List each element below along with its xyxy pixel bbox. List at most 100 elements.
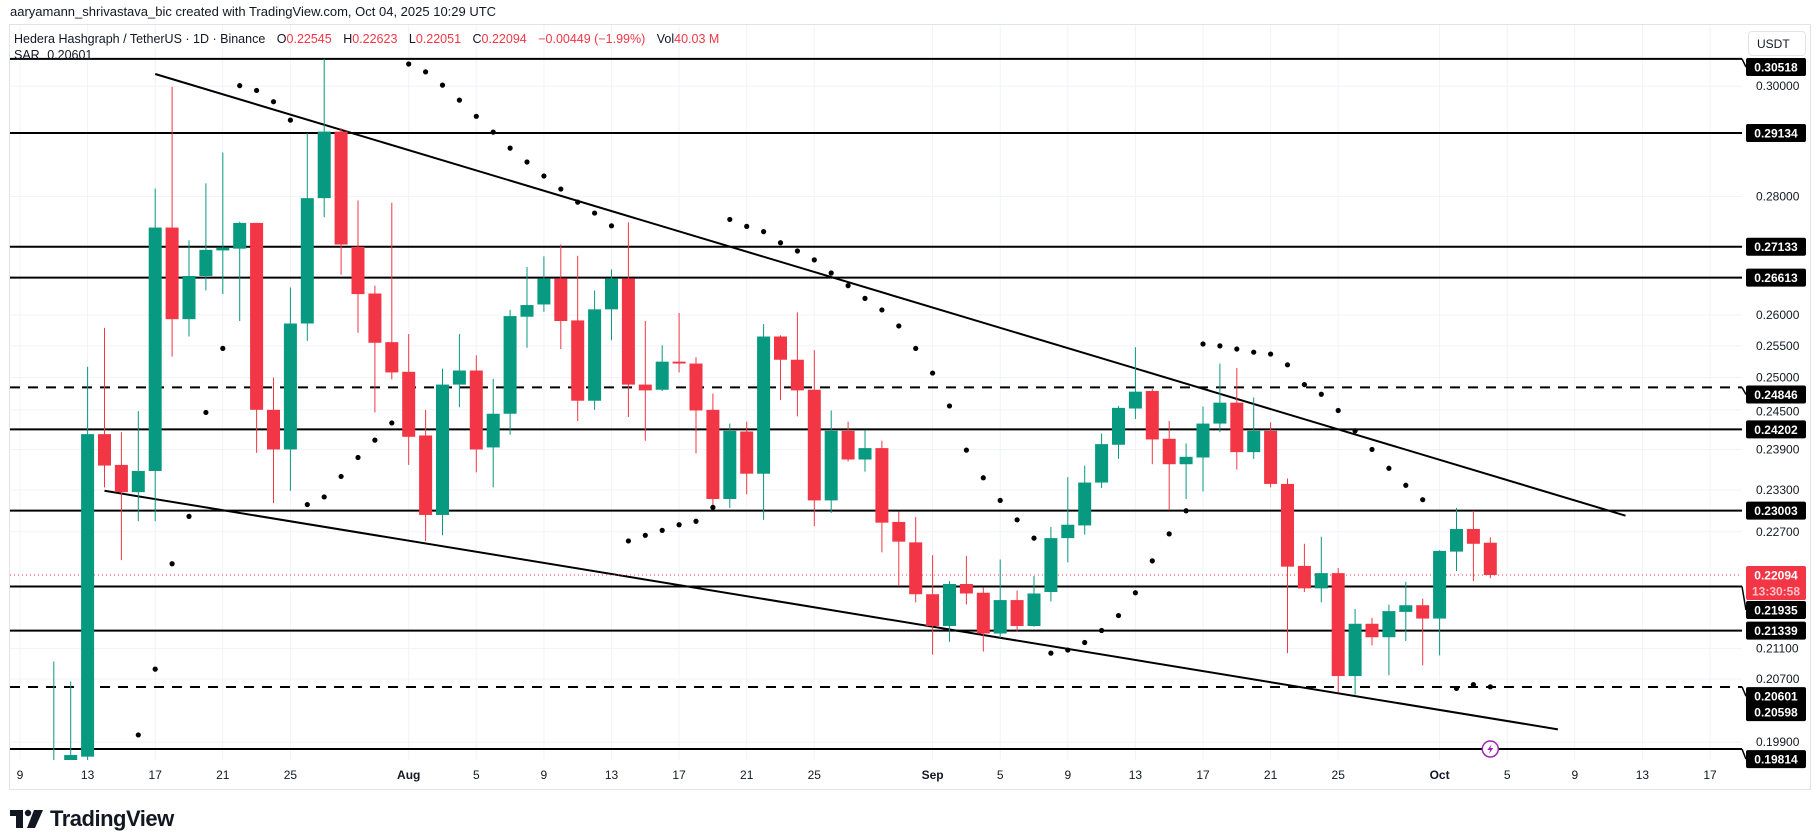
last-price-label[interactable]: 0.22094 13:30:58 (1746, 566, 1806, 601)
candle[interactable] (334, 128, 348, 275)
candle[interactable] (976, 587, 990, 652)
candle[interactable] (503, 309, 517, 435)
level-price-label[interactable]: 0.27133 (1746, 237, 1806, 256)
candle[interactable] (588, 290, 602, 410)
candle[interactable] (419, 409, 433, 541)
candle[interactable] (1382, 604, 1396, 676)
candle[interactable] (368, 285, 382, 413)
candle[interactable] (1483, 537, 1497, 579)
level-price-label[interactable]: 0.19814 (1741, 748, 1806, 769)
candle[interactable] (723, 423, 737, 509)
candle[interactable] (959, 555, 973, 605)
sar-legend[interactable]: SAR 0.20601 (14, 48, 92, 62)
level-price-label[interactable]: 0.24202 (1746, 420, 1806, 439)
candle[interactable] (1196, 406, 1210, 492)
candle[interactable] (1010, 590, 1024, 632)
candle[interactable] (807, 350, 821, 527)
candle[interactable] (199, 183, 213, 291)
candle[interactable] (621, 222, 635, 418)
candle[interactable] (1044, 526, 1058, 602)
candle[interactable] (774, 335, 787, 401)
candle[interactable] (1264, 422, 1278, 488)
candle[interactable] (841, 421, 855, 462)
candle[interactable] (790, 312, 804, 417)
candle[interactable] (537, 256, 551, 312)
candle[interactable] (689, 357, 703, 454)
candle[interactable] (317, 58, 331, 218)
candle[interactable] (875, 440, 889, 553)
plot-area[interactable] (10, 57, 1744, 816)
candle[interactable] (1433, 550, 1447, 656)
candle[interactable] (858, 430, 872, 472)
candle[interactable] (267, 377, 280, 504)
candle[interactable] (1466, 510, 1480, 582)
candle[interactable] (993, 559, 1007, 638)
candle[interactable] (486, 378, 500, 488)
candle[interactable] (1247, 397, 1261, 459)
candle[interactable] (909, 517, 923, 603)
candle[interactable] (1365, 617, 1379, 646)
candle[interactable] (1331, 568, 1345, 693)
candle[interactable] (757, 324, 771, 520)
candle[interactable] (1145, 389, 1159, 465)
candle[interactable] (469, 355, 483, 473)
level-price-label[interactable]: 0.21339 (1746, 621, 1806, 640)
candle[interactable] (1450, 508, 1463, 571)
level-price-label[interactable]: 0.29134 (1746, 124, 1806, 142)
candle[interactable] (672, 313, 686, 373)
alert-lightning-icon[interactable] (1481, 740, 1500, 758)
candle[interactable] (114, 432, 128, 561)
candle[interactable] (351, 200, 365, 333)
candle[interactable] (98, 327, 111, 488)
candle[interactable] (300, 133, 314, 341)
candle[interactable] (436, 368, 449, 536)
level-price-label[interactable]: 0.26613 (1746, 268, 1806, 287)
candle[interactable] (824, 410, 838, 513)
chart-pane[interactable] (9, 24, 1811, 790)
candle[interactable] (165, 86, 179, 357)
price-axis[interactable]: 0.30518 0.30000 0.29134 0.28000 0.27133 0.266… (1741, 58, 1806, 769)
sar-price-label[interactable]: 0.20601 0.20598 (1741, 686, 1806, 722)
candle[interactable] (131, 411, 145, 522)
candle[interactable] (250, 222, 264, 453)
candle[interactable] (706, 393, 720, 506)
candle[interactable] (216, 152, 230, 295)
candle[interactable] (1179, 443, 1193, 500)
symbol-title[interactable]: Hedera Hashgraph / TetherUS · 1D · Binan… (14, 32, 266, 46)
candle[interactable] (148, 188, 162, 522)
candle[interactable] (1230, 367, 1244, 470)
candle[interactable] (402, 334, 416, 465)
candle[interactable] (740, 421, 754, 495)
candle[interactable] (1213, 363, 1227, 433)
currency-unit-button[interactable]: USDT (1748, 31, 1806, 56)
trendline[interactable] (104, 489, 1559, 731)
candle[interactable] (452, 334, 466, 408)
level-price-label[interactable]: 0.21935 (1741, 586, 1806, 620)
candle[interactable] (233, 221, 247, 322)
level-price-label[interactable]: 0.23003 (1746, 501, 1806, 520)
candle[interactable] (1348, 608, 1362, 695)
candle[interactable] (520, 267, 534, 348)
candle[interactable] (1314, 536, 1328, 603)
level-price-label[interactable]: 0.30518 (1741, 58, 1806, 76)
candle[interactable] (1061, 477, 1075, 563)
trendline[interactable] (154, 73, 1626, 517)
candle[interactable] (943, 581, 956, 642)
candle[interactable] (892, 511, 906, 587)
candle[interactable] (1027, 576, 1041, 627)
level-price-label[interactable]: 0.24846 (1741, 385, 1806, 404)
candle[interactable] (47, 661, 60, 816)
candle[interactable] (283, 287, 297, 491)
candle[interactable] (81, 366, 95, 767)
candle[interactable] (1297, 543, 1311, 593)
candle[interactable] (1281, 478, 1294, 654)
candle[interactable] (571, 255, 585, 421)
candle[interactable] (182, 240, 196, 337)
candle[interactable] (638, 321, 652, 441)
candle[interactable] (1095, 433, 1109, 489)
candle[interactable] (64, 681, 78, 782)
candle[interactable] (1078, 465, 1092, 535)
tradingview-logo[interactable]: TradingView (10, 806, 174, 832)
time-axis[interactable]: 9 13 17 21 25 Aug 5 9 13 17 21 25 Sep 5 9 13 17 21 25 Oct 5 9… (17, 768, 1717, 782)
